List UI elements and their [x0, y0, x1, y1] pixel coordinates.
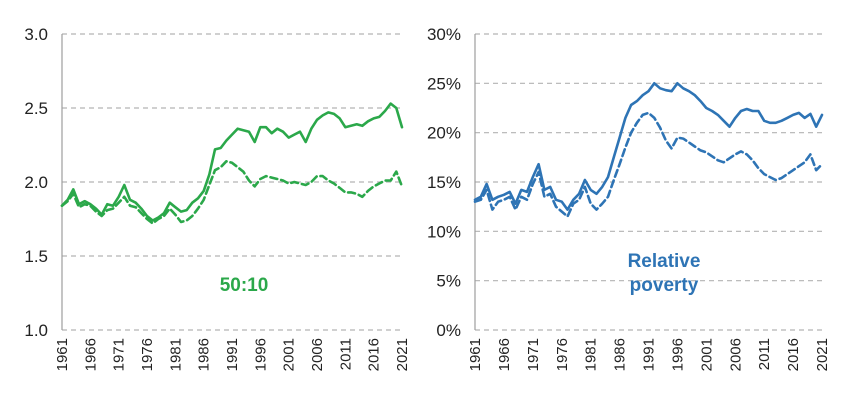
x-tick-label: 1981 — [583, 338, 600, 371]
x-tick-label: 1996 — [252, 338, 269, 371]
y-tick-label: 2.0 — [24, 173, 48, 192]
y-tick-label: 1.0 — [24, 321, 48, 340]
y-tick-label: 25% — [427, 74, 461, 93]
series-line-solid — [60, 102, 404, 222]
x-tick-label: 1996 — [669, 338, 686, 371]
y-tick-label: 15% — [427, 173, 461, 192]
x-tick-label: 1986 — [612, 338, 629, 371]
x-tick-label: 1961 — [467, 338, 484, 371]
x-tick-label: 2001 — [698, 338, 715, 371]
chart-50-10-ratio: 1.0 1.5 2.0 2.5 3.0 1961 1966 1971 1976 1981 1986 1… — [24, 25, 411, 371]
x-tick-label: 2016 — [366, 338, 383, 371]
y-tick-label: 20% — [427, 124, 461, 143]
x-tick-label: 1976 — [554, 338, 571, 371]
series-annotation: 50:10 — [220, 275, 269, 296]
x-tick-label: 2011 — [756, 338, 773, 370]
x-tick-label: 1961 — [54, 338, 71, 371]
series-annotation: Relative — [628, 251, 701, 272]
x-tick-label: 1971 — [111, 338, 128, 371]
x-tick-label: 2011 — [337, 338, 354, 370]
x-tick-label: 1991 — [224, 338, 241, 371]
y-tick-label: 5% — [436, 272, 461, 291]
x-tick-label: 1966 — [496, 338, 513, 371]
x-tick-label: 1981 — [167, 338, 184, 371]
x-tick-label: 2006 — [727, 338, 744, 371]
x-tick-label: 1986 — [196, 338, 213, 371]
series-line-solid — [473, 82, 824, 211]
x-tick-label: 2006 — [309, 338, 326, 371]
x-tick-label: 2021 — [814, 338, 831, 371]
x-tick-label: 1971 — [525, 338, 542, 371]
y-tick-label: 3.0 — [24, 25, 48, 44]
x-tick-label: 2001 — [281, 338, 298, 371]
x-tick-label: 1991 — [641, 338, 658, 371]
series-annotation: poverty — [630, 275, 699, 296]
y-tick-label: 2.5 — [24, 99, 48, 118]
series-line-dashed — [60, 160, 404, 225]
y-tick-label: 10% — [427, 222, 461, 241]
x-tick-label: 1976 — [139, 338, 156, 371]
x-tick-label: 2021 — [394, 338, 411, 371]
y-tick-label: 1.5 — [24, 247, 48, 266]
x-tick-label: 2016 — [785, 338, 802, 371]
series-line-dashed — [473, 111, 824, 218]
y-tick-label: 0% — [436, 321, 461, 340]
y-tick-label: 30% — [427, 25, 461, 44]
x-tick-label: 1966 — [82, 338, 99, 371]
chart-relative-poverty: 0% 5% 10% 15% 20% 25% 30% 1961 1966 1971 1976 1981 1… — [427, 25, 831, 371]
